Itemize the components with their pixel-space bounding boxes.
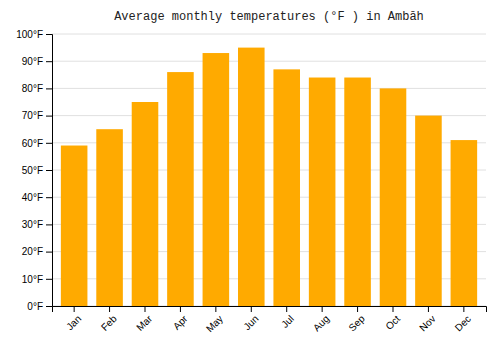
grid-line: [52, 34, 486, 35]
bar: [380, 88, 407, 306]
tick-mark: [286, 306, 287, 312]
x-axis: Jan Feb Mar Apr May Jun Jul Aug Sep Oct Nov Dec: [53, 306, 487, 334]
tick-label: Jan: [64, 313, 83, 332]
tick-mark: [46, 197, 52, 198]
tick-mark: [46, 143, 52, 144]
tick-label: May: [204, 313, 225, 334]
axis-line: [46, 35, 53, 307]
tick-label: 60°F: [22, 138, 43, 149]
tick-mark: [46, 224, 52, 225]
y-tick: 10°F: [22, 274, 52, 285]
tick-mark: [180, 306, 181, 312]
x-tick: Jul: [279, 306, 296, 330]
bar: [415, 116, 442, 306]
tick-label: Aug: [311, 313, 331, 333]
x-tick: Oct: [383, 306, 402, 332]
y-tick: 60°F: [22, 138, 52, 149]
x-tick: Dec: [453, 306, 473, 333]
x-tick: Apr: [171, 306, 190, 332]
bar: [203, 53, 230, 306]
tick-mark: [46, 116, 52, 117]
bar: [132, 102, 159, 306]
tick-label: 50°F: [22, 165, 43, 176]
x-tick: Nov: [417, 306, 437, 333]
tick-mark: [145, 306, 146, 312]
bar: [61, 146, 88, 306]
chart: 0°F 10°F 20°F 30°F 40°F 50°F 60°F 70°F 80°F 90°F 1…: [0, 0, 500, 350]
tick-label: 0°F: [27, 301, 43, 312]
tick-mark: [46, 306, 52, 307]
y-tick: 20°F: [22, 246, 52, 257]
x-tick: Jan: [64, 306, 83, 332]
y-tick: 100°F: [16, 29, 52, 40]
x-tick: Jun: [241, 306, 260, 332]
tick-label: 40°F: [22, 192, 43, 203]
title: Average monthly temperatures (°F ) in Am…: [114, 10, 424, 24]
bar: [238, 48, 265, 306]
tick-mark: [215, 306, 216, 312]
tick-mark: [46, 88, 52, 89]
tick-label: 30°F: [22, 219, 43, 230]
tick-mark: [46, 170, 52, 171]
y-tick: 50°F: [22, 165, 52, 176]
x-tick: Feb: [99, 306, 119, 333]
bar: [451, 140, 478, 306]
tick-mark: [46, 61, 52, 62]
tick-label: Mar: [134, 313, 154, 333]
tick-mark: [46, 279, 52, 280]
y-axis: 0°F 10°F 20°F 30°F 40°F 50°F 60°F 70°F 80°F 90°F 1…: [16, 29, 52, 312]
tick-label: 80°F: [22, 83, 43, 94]
tick-mark: [109, 306, 110, 312]
grid-line: [52, 88, 486, 89]
tick-mark: [322, 306, 323, 312]
tick-mark: [463, 306, 464, 312]
y-tick: 70°F: [22, 110, 52, 121]
tick-mark: [46, 34, 52, 35]
tick-label: Feb: [99, 313, 119, 333]
bar: [167, 72, 194, 306]
tick-label: 90°F: [22, 56, 43, 67]
tick-mark: [46, 252, 52, 253]
y-tick: 40°F: [22, 192, 52, 203]
bar: [344, 78, 371, 306]
tick-label: Jul: [279, 313, 296, 330]
tick-label: 10°F: [22, 274, 43, 285]
y-tick: 90°F: [22, 56, 52, 67]
tick-label: 20°F: [22, 246, 43, 257]
x-tick: May: [204, 306, 225, 334]
tick-label: Oct: [383, 313, 402, 332]
tick-mark: [428, 306, 429, 312]
x-tick: Mar: [134, 306, 154, 333]
tick-label: Apr: [171, 313, 190, 332]
x-tick: Aug: [311, 306, 331, 333]
axis-line: [53, 307, 487, 313]
x-tick: Sep: [346, 306, 367, 333]
y-tick: 80°F: [22, 83, 52, 94]
y-tick: 0°F: [27, 301, 52, 312]
tick-label: Jun: [241, 313, 260, 332]
tick-mark: [251, 306, 252, 312]
tick-label: Nov: [417, 313, 437, 333]
tick-mark: [74, 306, 75, 312]
grid: [52, 34, 486, 306]
bar: [309, 78, 336, 306]
tick-mark: [393, 306, 394, 312]
tick-mark: [357, 306, 358, 312]
tick-label: 100°F: [16, 29, 43, 40]
tick-label: Dec: [453, 313, 473, 333]
bar: [96, 129, 123, 306]
grid-line: [52, 61, 486, 62]
y-tick: 30°F: [22, 219, 52, 230]
bar: [273, 69, 300, 306]
tick-label: 70°F: [22, 110, 43, 121]
bars: [61, 48, 477, 306]
tick-label: Sep: [346, 313, 367, 334]
